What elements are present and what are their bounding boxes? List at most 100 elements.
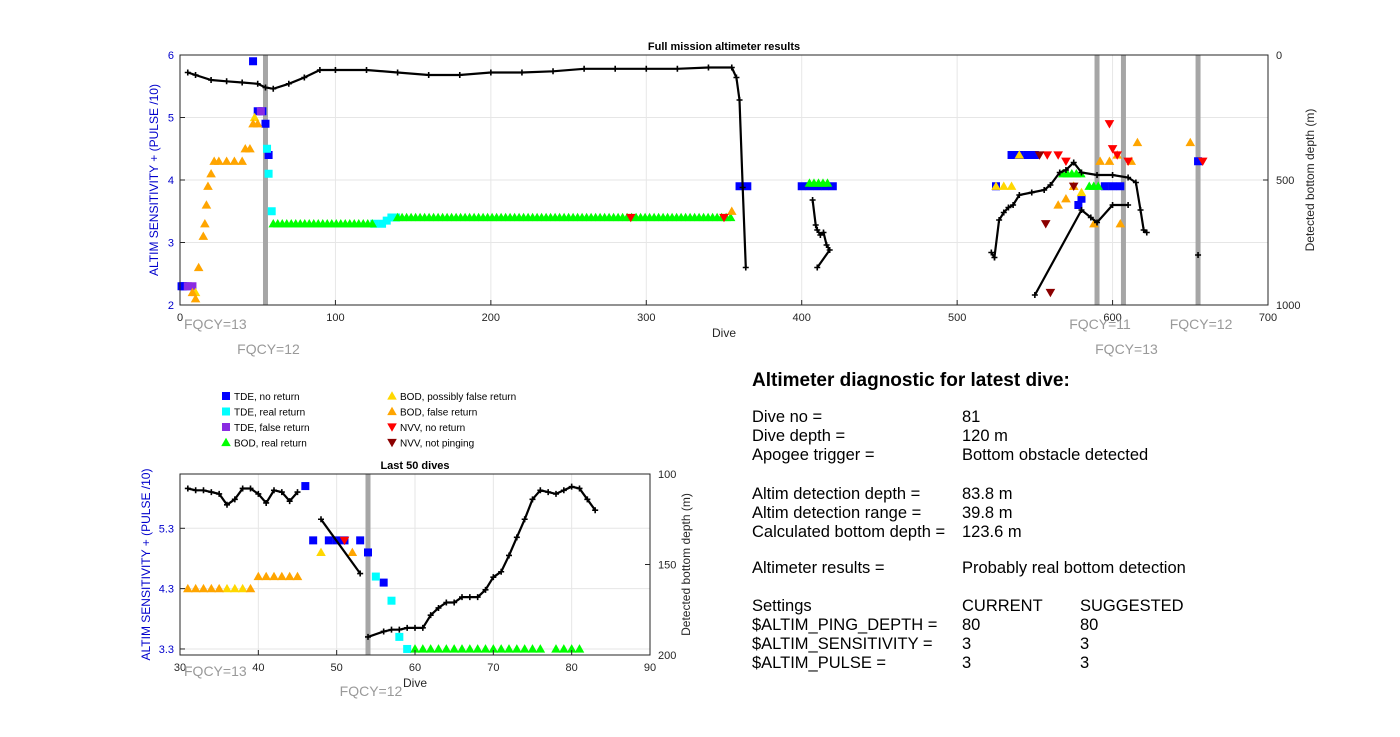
data-point [261, 119, 270, 128]
setting-suggested: 80 [1080, 616, 1099, 634]
data-point [828, 182, 837, 191]
depth-point [487, 69, 494, 76]
current-label: CURRENT [962, 597, 1043, 615]
x-tick-label: 300 [637, 312, 655, 324]
depth-point [396, 626, 403, 633]
depth-point [814, 264, 821, 271]
depth-point [394, 69, 401, 76]
data-point [743, 182, 752, 191]
depth-point [1016, 192, 1023, 198]
depth-point [1195, 252, 1202, 258]
legend-marker [387, 406, 397, 416]
depth-point [1094, 219, 1101, 226]
data-point [263, 144, 272, 153]
depth-point [1125, 174, 1132, 181]
x-tick-label: 30 [174, 662, 186, 674]
fqcy-label: FQCY=12 [237, 341, 300, 357]
legend-marker [387, 391, 397, 400]
dive-no-value: 81 [962, 408, 981, 426]
data-point [559, 644, 569, 653]
depth-line [320, 518, 362, 575]
det-range-label: Altim detection range = [752, 504, 922, 522]
x-tick-label: 40 [252, 662, 264, 674]
data-point [488, 644, 499, 653]
depth-point [991, 254, 998, 261]
data-point [1006, 181, 1017, 190]
det-depth-value: 83.8 m [962, 485, 1013, 503]
legend-label: NVV, not pinging [400, 439, 474, 450]
depth-point [820, 229, 827, 236]
depth-point [239, 79, 246, 86]
data-point [237, 156, 247, 165]
depth-point [192, 487, 199, 494]
depth-point [1094, 172, 1101, 178]
depth-point [255, 490, 262, 497]
data-point [1185, 137, 1196, 147]
x-tick-label: 70 [487, 662, 499, 674]
depth-point [474, 594, 481, 601]
legend-label: BOD, possibly false return [400, 392, 516, 403]
x-tick-label: 80 [566, 662, 578, 674]
data-point [347, 547, 358, 557]
series-nvv-no-return [625, 120, 1208, 223]
depth-point [814, 227, 821, 233]
data-point [190, 293, 201, 303]
depth-point [560, 487, 567, 494]
setting-name: $ALTIM_SENSITIVITY = [752, 635, 933, 653]
data-point [1068, 182, 1079, 192]
x-tick-label: 0 [177, 312, 183, 324]
depth-point [988, 249, 995, 256]
dive-no-label: Dive no = [752, 408, 823, 426]
depth-point [1078, 169, 1085, 176]
depth-point [443, 599, 450, 606]
depth-point [733, 74, 740, 81]
data-point [726, 206, 737, 215]
depth-point [674, 65, 681, 72]
series-bod-real-return [268, 168, 1104, 228]
depth-point [254, 80, 261, 87]
depth-point [1137, 207, 1144, 213]
data-point [551, 644, 561, 653]
depth-point [996, 217, 1003, 223]
depth-point [490, 574, 497, 581]
fqcy-change-bar [262, 55, 268, 305]
depth-point [208, 77, 215, 83]
x-tick-label: 90 [644, 662, 656, 674]
y2-tick-label: 500 [1276, 175, 1294, 187]
data-point [465, 644, 475, 653]
results-value: Probably real bottom detection [962, 559, 1186, 577]
data-point [367, 218, 378, 228]
data-point [403, 644, 412, 653]
data-point [269, 571, 279, 581]
data-point [1093, 181, 1104, 190]
data-point [1112, 151, 1123, 160]
data-point [1061, 193, 1071, 203]
legend-label: TDE, real return [234, 408, 305, 419]
depth-point [1005, 204, 1012, 211]
data-point [1108, 182, 1117, 191]
depth-point [1028, 189, 1035, 196]
depth-point [823, 242, 830, 248]
suggested-label: SUGGESTED [1080, 597, 1184, 615]
legend: TDE, no return TDE, real return TDE, false… [221, 391, 516, 450]
x-axis-label: Dive [712, 326, 736, 340]
data-point [457, 644, 467, 653]
diagnostic-panel: Altimeter diagnostic for latest dive: Di… [752, 370, 1372, 690]
data-point [1116, 182, 1125, 191]
data-point [425, 644, 436, 653]
depth-point [1109, 172, 1116, 178]
dive-depth-label: Dive depth = [752, 427, 846, 445]
det-depth-label: Altim detection depth = [752, 485, 921, 503]
legend-marker [222, 407, 230, 416]
depth-point [1056, 169, 1063, 176]
y-axis-label: ALTIM SENSITIVITY + (PULSE /10) [139, 469, 153, 661]
y-tick-label: 5 [168, 113, 174, 125]
fqcy-change-bar [1120, 55, 1126, 305]
depth-point [742, 264, 749, 271]
data-point [183, 583, 193, 593]
depth-point [419, 624, 426, 631]
x-tick-label: 50 [331, 662, 343, 674]
data-point [1042, 151, 1053, 160]
depth-point [1087, 214, 1094, 221]
last-50-chart: 30 40 50 60 70 80 90 3.3 4.3 5.3 100 150 200 Last 50 … [139, 460, 693, 699]
